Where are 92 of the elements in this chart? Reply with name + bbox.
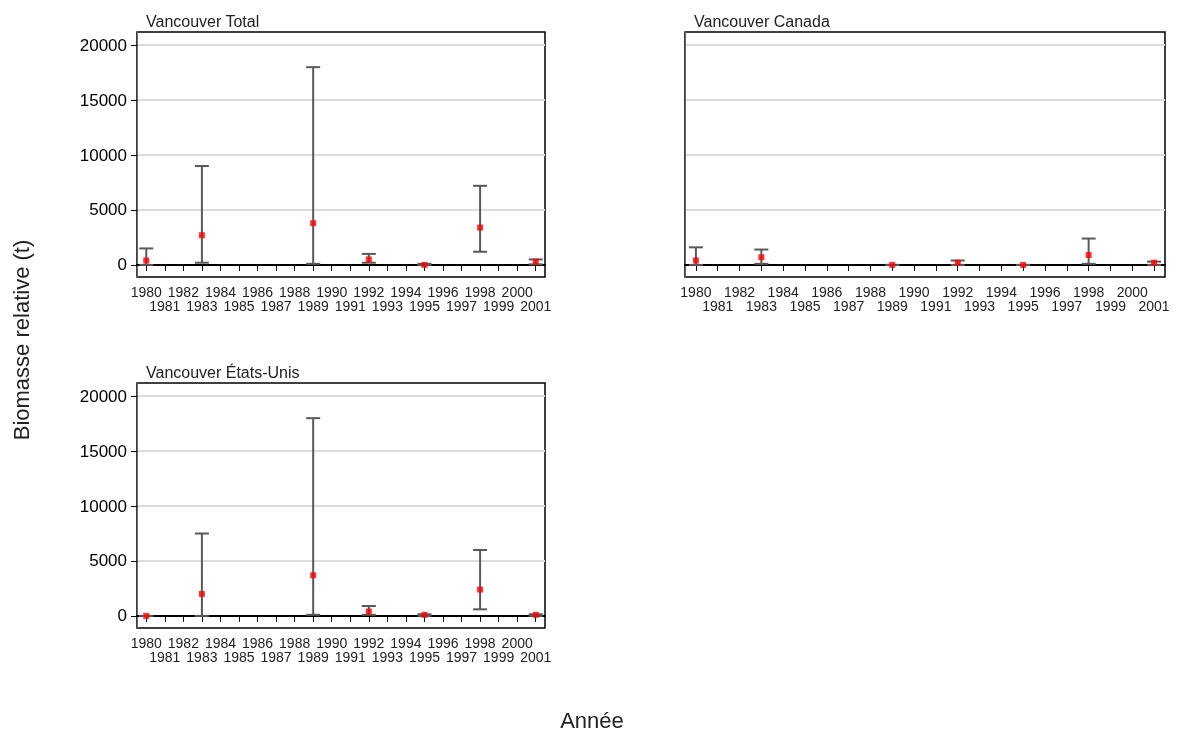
x-tick-label: 2000 — [501, 284, 533, 300]
x-tick-label: 1981 — [149, 649, 181, 665]
x-tick-label: 1988 — [854, 284, 887, 300]
x-tick-label: 1986 — [811, 284, 843, 300]
x-tick-label: 2001 — [1138, 298, 1170, 314]
x-tick-label: 2000 — [501, 635, 533, 651]
x-tick-label: 1998 — [464, 284, 496, 300]
point — [477, 224, 484, 231]
x-tick-label: 1986 — [241, 635, 274, 651]
x-tick-label: 1991 — [334, 298, 367, 314]
x-tick-label: 1989 — [297, 298, 329, 314]
x-tick-label: 1985 — [223, 298, 255, 314]
x-tick-label: 1996 — [427, 284, 459, 300]
x-tick-label: 1984 — [204, 635, 237, 651]
x-tick-label: 1995 — [408, 298, 441, 314]
x-tick-label: 1994 — [985, 284, 1018, 300]
x-tick-label: 1996 — [1029, 284, 1061, 300]
x-tick-label: 1999 — [1094, 298, 1127, 314]
x-tick-label: 1981 — [149, 298, 181, 314]
x-tick-label: 1993 — [371, 649, 404, 665]
chart-title: Vancouver Total — [146, 12, 260, 30]
x-tick-label: 1988 — [279, 284, 311, 300]
x-tick-label: 1992 — [353, 635, 385, 651]
x-tick-label: 1994 — [390, 284, 422, 300]
y-axis-title: Biomasse relative (t) — [9, 239, 35, 441]
x-tick-label: 1997 — [445, 649, 478, 665]
x-tick-label: 1982 — [723, 284, 756, 300]
x-tick-label: 1993 — [963, 298, 996, 314]
point — [198, 590, 205, 597]
x-tick-label: 1981 — [702, 298, 734, 314]
x-tick-label: 1984 — [204, 284, 237, 300]
x-tick-label: 1989 — [297, 649, 329, 665]
point — [143, 257, 150, 264]
x-tick-label: 1985 — [223, 649, 255, 665]
point — [198, 232, 205, 239]
y-tick-label: 10000 — [79, 145, 127, 165]
x-tick-label: 1995 — [408, 649, 441, 665]
y-tick-label: 5000 — [89, 551, 127, 571]
x-tick-label: 1993 — [371, 298, 404, 314]
x-tick-label: 2001 — [520, 649, 552, 665]
y-tick-label: 0 — [117, 255, 127, 275]
x-tick-label: 1982 — [167, 635, 200, 651]
x-tick-label: 1996 — [427, 635, 459, 651]
y-tick-label: 15000 — [79, 441, 127, 461]
x-tick-label: 1995 — [1007, 298, 1039, 314]
x-tick-label: 1998 — [1073, 284, 1105, 300]
x-tick-label: 1997 — [1051, 298, 1083, 314]
x-tick-label: 1986 — [241, 284, 274, 300]
x-tick-label: 1992 — [942, 284, 974, 300]
y-tick-label: 0 — [117, 606, 127, 626]
chart-title: Vancouver Canada — [694, 12, 830, 30]
x-tick-label: 1990 — [316, 635, 348, 651]
x-tick-label: 1983 — [186, 649, 218, 665]
x-tick-label: 2001 — [520, 298, 552, 314]
y-tick-label: 15000 — [79, 90, 127, 110]
x-tick-label: 1991 — [334, 649, 367, 665]
point — [477, 586, 484, 593]
point — [1085, 252, 1092, 259]
x-tick-label: 1998 — [464, 635, 496, 651]
x-tick-label: 1994 — [390, 635, 422, 651]
x-tick-label: 1991 — [920, 298, 952, 314]
chart-title: Vancouver États-Unis — [146, 362, 300, 381]
point — [692, 257, 699, 264]
y-tick-label: 5000 — [89, 200, 127, 220]
y-tick-label: 20000 — [79, 35, 127, 55]
x-tick-label: 1985 — [789, 298, 821, 314]
point — [310, 220, 317, 227]
x-tick-label: 1992 — [353, 284, 385, 300]
x-tick-label: 1982 — [167, 284, 200, 300]
x-tick-label: 1987 — [260, 649, 292, 665]
x-tick-label: 1987 — [833, 298, 865, 314]
x-tick-label: 1987 — [260, 298, 292, 314]
x-tick-label: 1980 — [130, 635, 163, 651]
x-tick-label: 1983 — [186, 298, 218, 314]
x-tick-label: 1997 — [445, 298, 478, 314]
point — [758, 254, 765, 261]
x-tick-label: 1984 — [767, 284, 799, 300]
x-tick-label: 1989 — [876, 298, 909, 314]
x-tick-label: 1999 — [483, 298, 515, 314]
point — [310, 572, 317, 579]
x-tick-label: 2000 — [1116, 284, 1149, 300]
point — [365, 256, 372, 263]
x-tick-label: 1980 — [680, 284, 712, 300]
x-tick-label: 1980 — [130, 284, 163, 300]
y-tick-label: 20000 — [79, 386, 127, 406]
x-axis-title: Année — [559, 708, 625, 734]
x-tick-label: 1983 — [745, 298, 778, 314]
y-tick-label: 10000 — [79, 496, 127, 516]
x-tick-label: 1999 — [483, 649, 515, 665]
x-tick-label: 1990 — [316, 284, 348, 300]
x-tick-label: 1990 — [898, 284, 930, 300]
x-tick-label: 1988 — [279, 635, 311, 651]
